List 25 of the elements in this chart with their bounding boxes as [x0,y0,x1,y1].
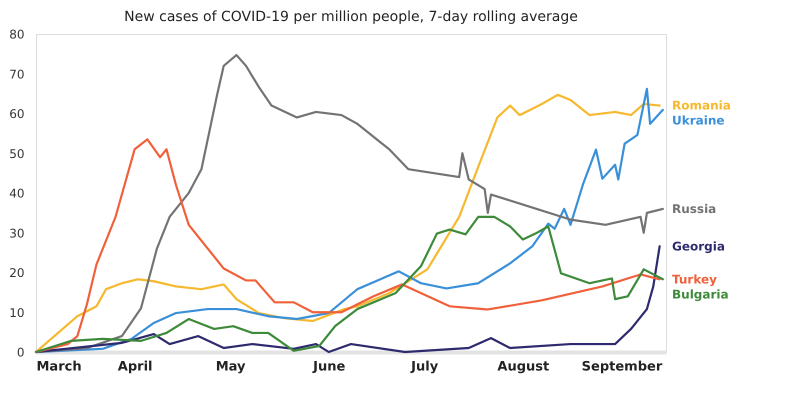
x-tick-label: May [216,360,246,374]
chart-title: New cases of COVID-19 per million people, 7-day rolling average [124,9,578,25]
x-tick-label: July [410,360,439,374]
series-label: Turkey [672,272,718,286]
x-tick-label: June [312,360,346,374]
y-tick-label: 40 [9,186,24,200]
series-label: Georgia [672,239,725,254]
series-label: Russia [672,202,716,216]
x-tick-label: September [582,360,663,374]
series-label: Ukraine [672,114,725,128]
y-tick-label: 10 [9,306,24,320]
x-tick-label: April [118,360,152,374]
x-tick-label: August [497,360,550,374]
y-tick-label: 30 [9,226,24,240]
line-series [34,245,661,354]
y-tick-label: 0 [16,346,24,360]
x-tick-label: March [36,360,82,374]
y-tick-label: 70 [9,67,24,82]
y-tick-label: 60 [9,107,24,121]
series-label: Romania [672,98,731,113]
line-series [34,216,664,354]
y-tick-label: 80 [9,28,24,42]
y-tick-label: 50 [9,146,24,161]
series-label: Bulgaria [672,287,729,302]
y-tick-label: 20 [9,266,24,280]
